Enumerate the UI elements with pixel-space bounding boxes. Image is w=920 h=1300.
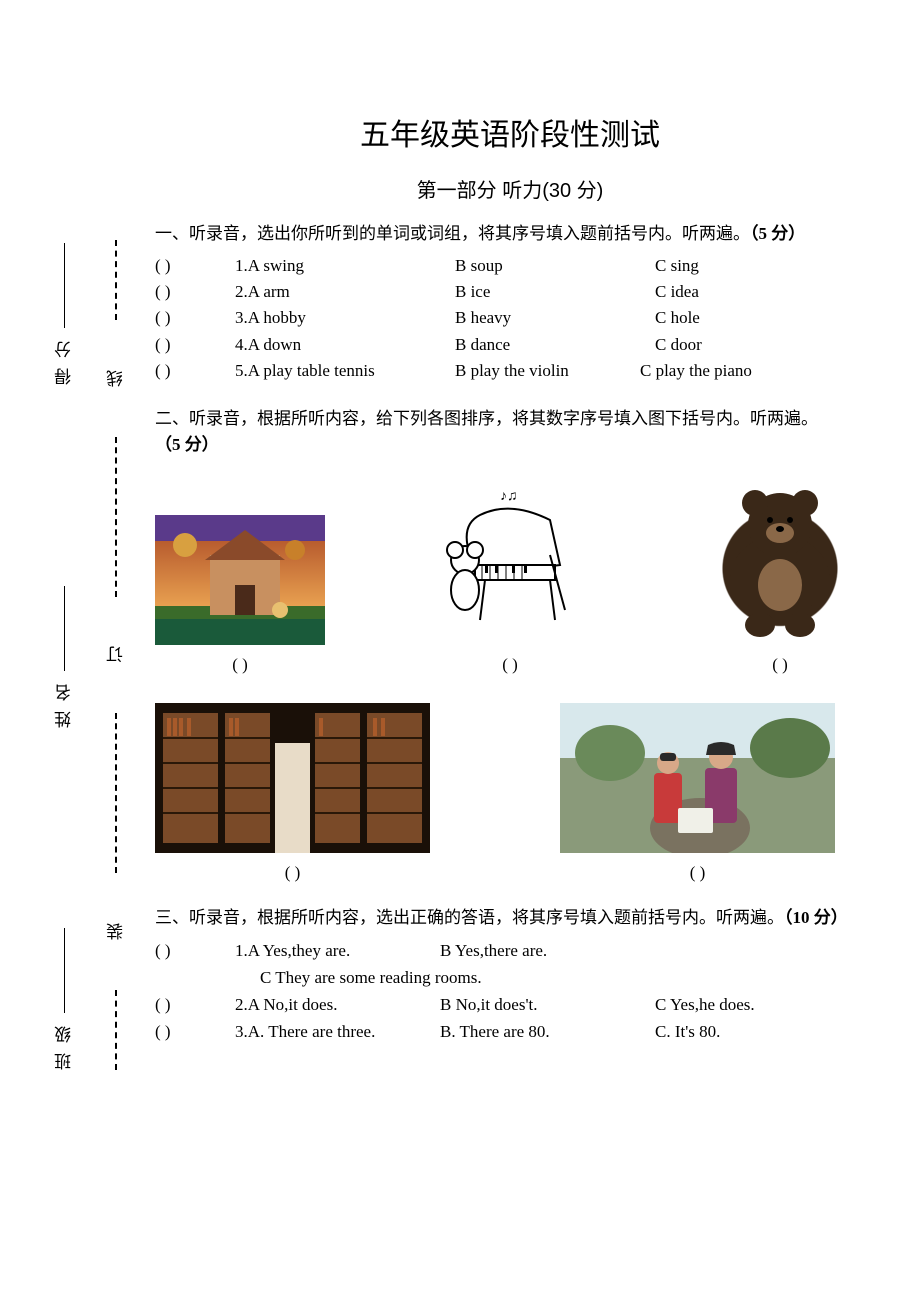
- option-c: C sing: [655, 253, 865, 279]
- option-c: C hole: [655, 305, 865, 331]
- answer-paren: ( ): [155, 358, 235, 384]
- q3-row-1: ( ) 1.A Yes,they are. B Yes,there are.: [155, 937, 865, 964]
- option-c: C play the piano: [640, 358, 865, 384]
- q1-row-3: ( ) 3.A hobby B heavy C hole: [155, 305, 865, 331]
- q1-row-1: ( ) 1.A swing B soup C sing: [155, 253, 865, 279]
- dash-segment: [115, 437, 117, 597]
- image-item-bear: ( ): [695, 475, 865, 675]
- option-b: B heavy: [455, 305, 655, 331]
- option-b: B ice: [455, 279, 655, 305]
- bind-char-2: 订: [104, 646, 129, 663]
- option-c: C Yes,he does.: [655, 991, 865, 1018]
- answer-paren: ( ): [155, 1018, 235, 1045]
- q1-row-4: ( ) 4.A down B dance C door: [155, 332, 865, 358]
- answer-paren: ( ): [502, 655, 518, 675]
- q1-row-2: ( ) 2.A arm B ice C idea: [155, 279, 865, 305]
- page-content: 五年级英语阶段性测试 第一部分 听力(30 分) 一、听录音，选出你所听到的单词…: [155, 110, 865, 1045]
- dash-segment: [115, 240, 117, 320]
- option-a: 5.A play table tennis: [235, 358, 455, 384]
- option-a: 2.A No,it does.: [235, 991, 440, 1018]
- option-b: B Yes,there are.: [440, 937, 655, 964]
- house-caption: One day Goldilocks was: [161, 631, 288, 643]
- answer-paren: ( ): [772, 655, 788, 675]
- answer-paren: ( ): [155, 991, 235, 1018]
- image-item-house: One day Goldilocks was ( ): [155, 515, 325, 675]
- answer-paren: ( ): [232, 655, 248, 675]
- section3-instruction: 三、听录音，根据所听内容，选出正确的答语，将其序号填入题前括号内。听两遍。（10…: [155, 905, 865, 931]
- sidebar-name: 姓名: [52, 583, 77, 728]
- bind-char-1: 装: [104, 923, 129, 940]
- answer-paren: ( ): [155, 937, 235, 964]
- option-a: 2.A arm: [235, 279, 455, 305]
- section1-instruction: 一、听录音，选出你所听到的单词或词组，将其序号填入题前括号内。听两遍。（5 分）: [155, 221, 865, 247]
- option-a: 1.A swing: [235, 253, 455, 279]
- answer-paren: ( ): [155, 332, 235, 358]
- option-a: 3.A hobby: [235, 305, 455, 331]
- answer-paren: ( ): [285, 863, 301, 883]
- sidebar-labels-column: 班级 姓名 得分: [34, 240, 94, 1070]
- option-a: 1.A Yes,they are.: [235, 937, 440, 964]
- answer-paren: ( ): [690, 863, 706, 883]
- option-b: B. There are 80.: [440, 1018, 655, 1045]
- section-subtitle: 第一部分 听力(30 分): [155, 174, 865, 203]
- park-image: [560, 703, 835, 853]
- option-c: C idea: [655, 279, 865, 305]
- section2-instruction: 二、听录音，根据所听内容，给下列各图排序，将其数字序号填入图下括号内。听两遍。（…: [155, 406, 865, 457]
- svg-text:♪♫: ♪♫: [500, 489, 518, 504]
- answer-paren: ( ): [155, 253, 235, 279]
- option-c: C They are some reading rooms.: [260, 968, 482, 987]
- q1-row-5: ( ) 5.A play table tennis B play the vio…: [155, 358, 865, 384]
- library-image: [155, 703, 430, 853]
- option-b: B play the violin: [455, 358, 640, 384]
- option-a: 3.A. There are three.: [235, 1018, 440, 1045]
- q3-row-2: ( ) 2.A No,it does. B No,it does't. C Ye…: [155, 991, 865, 1018]
- piano-image: ♪♫: [430, 475, 590, 645]
- answer-paren: ( ): [155, 279, 235, 305]
- binding-sidebar: 班级 姓名 得分 装 订 线: [40, 240, 130, 1070]
- option-c: C door: [655, 332, 865, 358]
- dash-segment: [115, 713, 117, 873]
- option-b: B soup: [455, 253, 655, 279]
- q3-row-3: ( ) 3.A. There are three. B. There are 8…: [155, 1018, 865, 1045]
- answer-paren: ( ): [155, 305, 235, 331]
- sidebar-class: 班级: [52, 925, 77, 1070]
- q3-row-1c: C They are some reading rooms.: [155, 964, 865, 991]
- image-item-piano: ♪♫ ( ): [430, 475, 590, 675]
- bind-char-3: 线: [104, 370, 129, 387]
- option-b: B No,it does't.: [440, 991, 655, 1018]
- sidebar-dashline-column: 装 订 线: [104, 240, 128, 1070]
- sidebar-score: 得分: [52, 240, 77, 385]
- house-image: One day Goldilocks was: [155, 515, 325, 645]
- option-c: C. It's 80.: [655, 1018, 865, 1045]
- image-item-park: ( ): [560, 703, 835, 883]
- option-b: B dance: [455, 332, 655, 358]
- bear-image: [695, 475, 865, 645]
- image-item-library: ( ): [155, 703, 430, 883]
- dash-segment: [115, 990, 117, 1070]
- option-a: 4.A down: [235, 332, 455, 358]
- document-title: 五年级英语阶段性测试: [155, 110, 865, 154]
